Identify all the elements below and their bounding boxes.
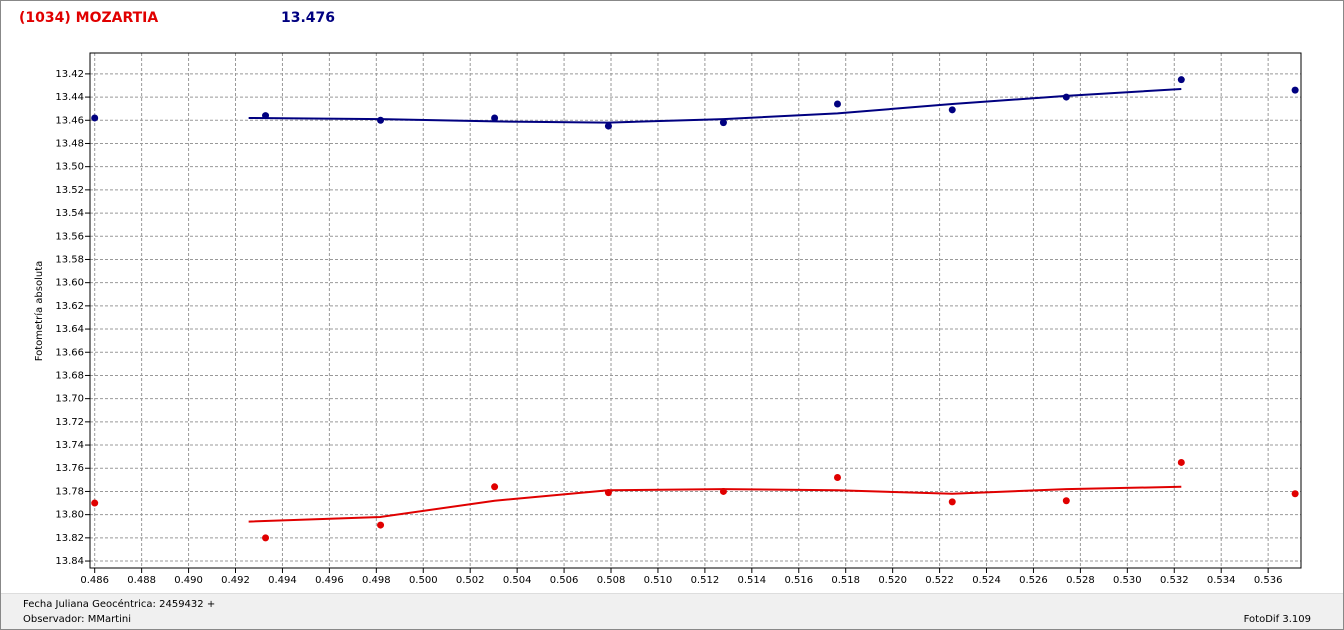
magnitude: 13.476 (281, 10, 336, 26)
x-tick-label: 0.522 (925, 575, 954, 586)
y-tick-label: 13.70 (55, 394, 84, 405)
date-label: Fecha Juliana Geocéntrica: 2459432 + (23, 599, 216, 610)
y-tick-label: 13.46 (55, 115, 84, 126)
x-tick-label: 0.492 (221, 575, 250, 586)
x-tick-label: 0.520 (878, 575, 907, 586)
y-tick-label: 13.82 (55, 533, 84, 544)
y-tick-label: 13.60 (55, 278, 84, 289)
x-tick-label: 0.512 (691, 575, 720, 586)
x-tick-label: 0.508 (597, 575, 626, 586)
x-tick-label: 0.506 (550, 575, 579, 586)
x-tick-label: 0.498 (362, 575, 391, 586)
y-tick-label: 13.58 (55, 254, 84, 265)
version-label: FotoDif 3.109 (1243, 614, 1311, 625)
point (1291, 86, 1299, 94)
point (1177, 458, 1185, 466)
y-tick-label: 13.84 (55, 556, 84, 567)
x-tick-label: 0.526 (1019, 575, 1048, 586)
x-tick-label: 0.504 (503, 575, 532, 586)
plot-frame (89, 52, 1302, 569)
chart: Fotometría absoluta 0.486 0.488 0.490 0.492… (33, 52, 1302, 586)
x-tick-label: 0.524 (972, 575, 1001, 586)
y-tick-label: 13.56 (55, 231, 84, 242)
y-tick-label: 13.80 (55, 510, 84, 521)
x-tick-label: 0.494 (268, 575, 297, 586)
x-tick-label: 0.510 (644, 575, 673, 586)
point (377, 521, 385, 529)
point (833, 100, 841, 108)
y-axis-label: Fotometría absoluta (33, 261, 45, 362)
y-tick-label: 13.72 (55, 417, 84, 428)
status-bar: Fecha Juliana Geocéntrica: 2459432 + Obs… (1, 593, 1343, 629)
point (719, 119, 727, 127)
fit-line (248, 87, 1182, 124)
point (1177, 76, 1185, 84)
x-tick-label: 0.532 (1160, 575, 1189, 586)
point (377, 116, 385, 124)
y-tick-label: 13.74 (55, 440, 84, 451)
y-tick-label: 13.64 (55, 324, 84, 335)
point (948, 498, 956, 506)
x-tick-label: 0.500 (409, 575, 438, 586)
y-tick-label: 13.62 (55, 301, 84, 312)
x-tick-label: 0.496 (315, 575, 344, 586)
x-tick-label: 0.502 (456, 575, 485, 586)
y-tick-label: 13.50 (55, 162, 84, 173)
y-tick-label: 13.66 (55, 347, 84, 358)
point (491, 114, 499, 122)
point (1291, 490, 1299, 498)
x-tick-label: 0.518 (831, 575, 860, 586)
observer-label: Observador: MMartini (23, 614, 131, 625)
x-tick-label: 0.516 (784, 575, 813, 586)
point (91, 114, 99, 122)
y-tick-label: 13.54 (55, 208, 84, 219)
point (1062, 497, 1070, 505)
y-tick-label: 13.68 (55, 370, 84, 381)
y-tick-label: 13.42 (55, 69, 84, 80)
point (604, 122, 612, 130)
point (91, 499, 99, 507)
y-tick-label: 13.48 (55, 138, 84, 149)
x-tick-label: 0.486 (80, 575, 109, 586)
point (491, 483, 499, 491)
fit-line (248, 485, 1182, 523)
x-tick-label: 0.536 (1254, 575, 1283, 586)
object-title: (1034) MOZARTIA (19, 10, 159, 26)
point (262, 534, 270, 542)
y-tick-label: 13.76 (55, 463, 84, 474)
x-tick-label: 0.534 (1207, 575, 1236, 586)
y-tick-label: 13.78 (55, 486, 84, 497)
y-tick-label: 13.44 (55, 92, 84, 103)
x-tick-label: 0.528 (1066, 575, 1095, 586)
x-tick-label: 0.530 (1113, 575, 1142, 586)
x-tick-label: 0.514 (738, 575, 767, 586)
x-tick-label: 0.488 (127, 575, 156, 586)
x-tick-label: 0.490 (174, 575, 203, 586)
point (948, 106, 956, 114)
point (833, 474, 841, 482)
y-tick-label: 13.52 (55, 185, 84, 196)
